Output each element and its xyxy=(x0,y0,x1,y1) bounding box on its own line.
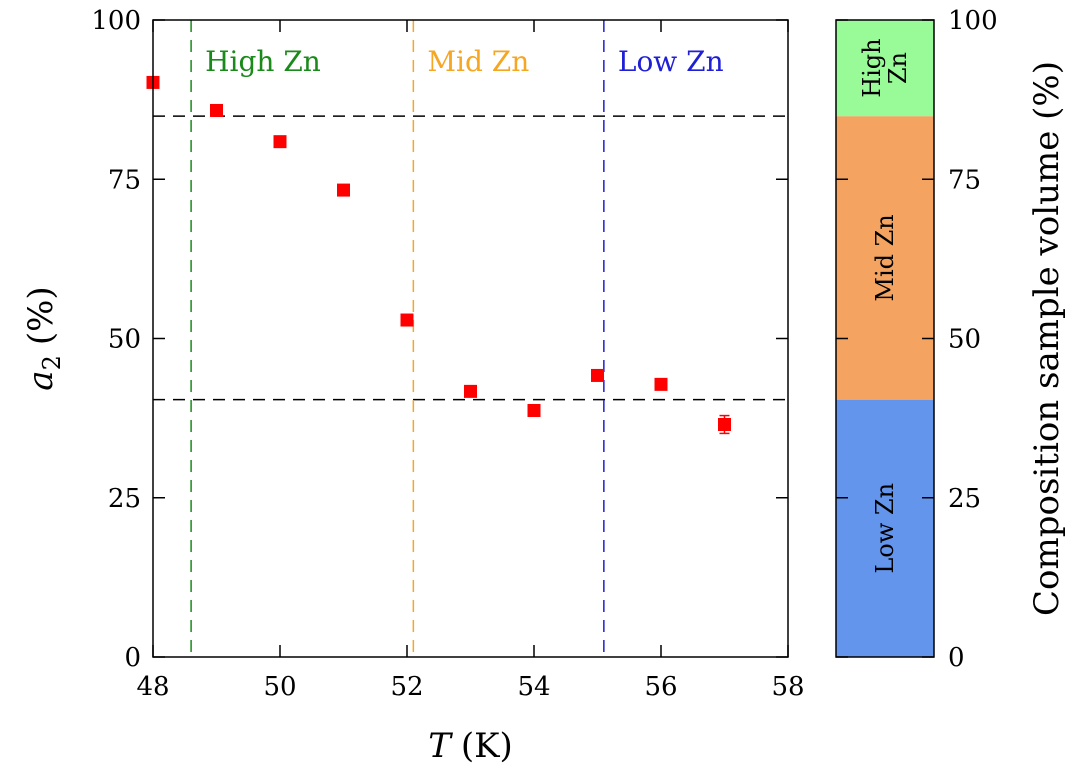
plot-frame xyxy=(152,19,789,658)
reference-lines xyxy=(153,20,788,657)
composition-tick-label: 75 xyxy=(948,165,981,195)
composition-segment-label-2: HighZn xyxy=(858,38,912,97)
composition-bar-labels: Low Zn Mid Zn HighZn xyxy=(858,38,912,573)
region-label-1: Mid Zn xyxy=(427,45,529,78)
region-labels: High Zn Mid Zn Low Zn xyxy=(205,45,724,78)
main-plot: 48 50 52 54 56 58 0 25 50 75 100 0 25 50 75 100 High Zn… xyxy=(21,6,1067,766)
composition-segment-label-line: Mid Zn xyxy=(871,214,899,301)
composition-tick-label: 50 xyxy=(948,325,981,355)
data-point xyxy=(718,417,731,431)
y-axis-label: a2(%) xyxy=(21,286,66,390)
region-label-0: High Zn xyxy=(205,45,321,78)
data-point xyxy=(527,403,541,417)
data-point xyxy=(654,377,668,391)
axis-ticks xyxy=(152,19,934,658)
data-point xyxy=(210,103,223,117)
composition-segment-1 xyxy=(836,116,934,400)
tick-labels: 48 50 52 54 56 58 0 25 50 75 100 0 25 50 75 100 xyxy=(91,6,997,702)
data-point xyxy=(464,384,477,398)
x-tick-label: 48 xyxy=(136,672,169,702)
y-tick-label: 100 xyxy=(91,6,141,36)
composition-segment-2 xyxy=(836,20,934,117)
y-tick-label: 50 xyxy=(108,325,141,355)
y-tick-label: 0 xyxy=(124,643,141,673)
composition-tick-label: 100 xyxy=(948,6,998,36)
composition-segment-label-line: High xyxy=(858,38,886,97)
composition-segment-label-line: Zn xyxy=(884,52,912,84)
x-tick-label: 56 xyxy=(644,672,677,702)
data-point xyxy=(400,313,414,327)
composition-segment-label-line: Low Zn xyxy=(871,483,899,574)
composition-axis-label: Composition sample volume (%) xyxy=(1027,61,1067,616)
data-point xyxy=(273,135,287,149)
y-tick-label: 75 xyxy=(108,165,141,195)
composition-segment-label-1: Mid Zn xyxy=(871,214,899,301)
x-tick-label: 50 xyxy=(263,672,296,702)
composition-tick-label: 25 xyxy=(948,484,981,514)
composition-bar-segments xyxy=(836,20,934,657)
composition-segment-0 xyxy=(836,399,934,657)
y-tick-label: 25 xyxy=(108,484,141,514)
x-tick-label: 54 xyxy=(517,672,550,702)
data-point xyxy=(591,368,604,382)
region-label-2: Low Zn xyxy=(618,45,724,78)
composition-tick-label: 0 xyxy=(948,643,965,673)
composition-segment-label-0: Low Zn xyxy=(871,483,899,574)
x-tick-label: 58 xyxy=(771,672,804,702)
data-points xyxy=(146,75,731,435)
data-point xyxy=(337,183,350,197)
x-axis-label: T (K) xyxy=(428,726,513,766)
x-tick-label: 52 xyxy=(390,672,423,702)
